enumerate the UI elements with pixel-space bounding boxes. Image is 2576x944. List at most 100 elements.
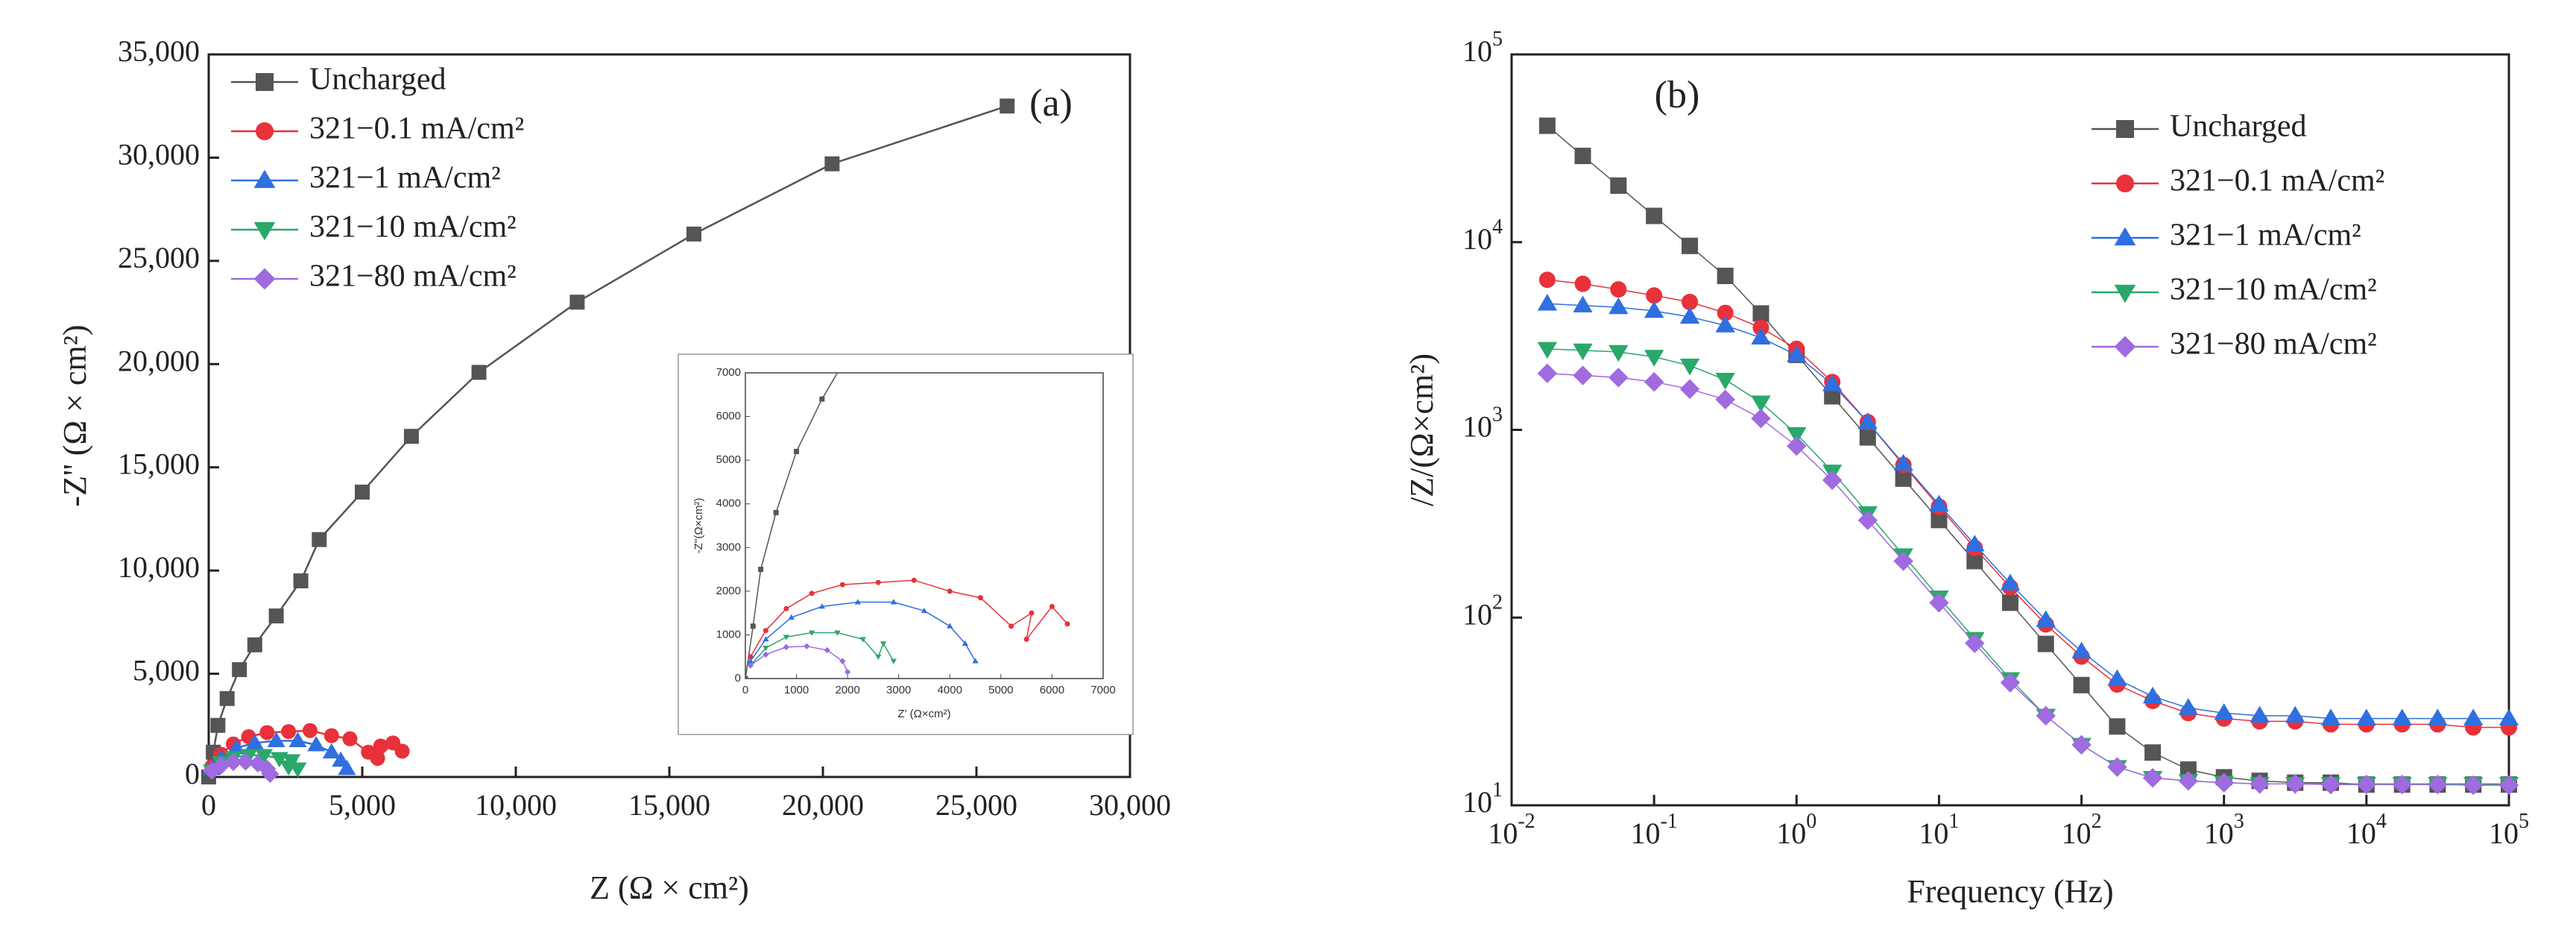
marker xyxy=(2356,708,2377,726)
series-line xyxy=(750,579,1068,658)
marker xyxy=(312,532,327,547)
marker xyxy=(2463,708,2484,726)
marker xyxy=(2037,635,2054,652)
y-tick-label-base: 10 xyxy=(1462,34,1492,68)
marker xyxy=(323,728,339,743)
legend-label: 321−1 mA/cm² xyxy=(309,161,501,195)
marker xyxy=(1574,148,1591,165)
x-tick-label-base: 10 xyxy=(2346,816,2376,850)
marker xyxy=(355,484,370,500)
marker xyxy=(1715,315,1735,333)
marker xyxy=(1537,363,1558,383)
x-tick-label: 10-1 xyxy=(1630,810,1677,850)
marker xyxy=(1679,306,1700,324)
y-tick-label: 104 xyxy=(1462,215,1503,256)
marker xyxy=(875,579,881,585)
marker xyxy=(338,759,356,775)
x-tick-label-exp: -1 xyxy=(1660,810,1677,833)
marker xyxy=(2178,770,2199,791)
y-tick-label-base: 10,000 xyxy=(118,550,200,584)
x-axis-label: Z (Ω × cm²) xyxy=(590,869,749,906)
legend-marker xyxy=(256,122,274,140)
marker xyxy=(1966,553,1983,570)
marker xyxy=(1644,372,1664,392)
legend-label: 321−80 mA/cm² xyxy=(309,259,517,294)
marker xyxy=(2498,775,2519,796)
marker xyxy=(302,723,318,738)
marker xyxy=(232,662,247,678)
inset-y-tick-label: 3000 xyxy=(716,541,741,553)
marker xyxy=(745,676,748,679)
series-line xyxy=(750,601,976,662)
legend-marker xyxy=(253,169,276,189)
marker xyxy=(2463,775,2484,796)
inset-x-tick-label: 5000 xyxy=(988,684,1013,696)
x-tick-label: 0 xyxy=(201,788,216,822)
marker xyxy=(854,599,862,605)
marker xyxy=(875,654,882,660)
marker xyxy=(307,736,326,752)
marker xyxy=(783,605,789,611)
legend-marker xyxy=(2116,120,2134,138)
marker xyxy=(293,573,309,588)
x-tick-label-base: 10 xyxy=(1919,816,1948,850)
y-tick-label-base: 15,000 xyxy=(118,447,200,481)
marker xyxy=(859,637,866,643)
marker xyxy=(569,295,585,310)
marker xyxy=(1538,117,1556,134)
marker xyxy=(2109,718,2126,735)
marker xyxy=(342,731,358,746)
legend-label: Uncharged xyxy=(2170,110,2306,144)
x-tick-label: 105 xyxy=(2489,810,2529,850)
marker xyxy=(2214,772,2234,793)
y-tick-label: 5,000 xyxy=(133,654,200,687)
y-tick-label-base: 20,000 xyxy=(118,344,200,377)
marker xyxy=(1787,427,1807,444)
y-tick-label-exp: 5 xyxy=(1492,28,1503,51)
series xyxy=(747,599,979,664)
marker xyxy=(2071,734,2092,755)
marker xyxy=(1682,237,1699,254)
x-tick-label-exp: 1 xyxy=(1948,810,1959,833)
x-tick-label-base: 10 xyxy=(1630,816,1660,850)
y-tick-label-base: 5,000 xyxy=(133,654,200,687)
marker xyxy=(1859,429,1876,446)
y-tick-label: 102 xyxy=(1462,591,1503,632)
marker xyxy=(1717,268,1734,285)
series-line xyxy=(207,105,1008,778)
marker xyxy=(1717,304,1734,321)
marker xyxy=(282,754,301,770)
x-tick-label-base: 10 xyxy=(2062,816,2092,850)
x-tick-label-base: 10,000 xyxy=(475,788,557,822)
y-tick-label-exp: 1 xyxy=(1492,778,1503,802)
inset-y-tick-label: 5000 xyxy=(716,453,741,466)
x-tick-label-base: 30,000 xyxy=(1089,788,1171,822)
marker xyxy=(947,588,953,594)
marker xyxy=(245,734,264,749)
legend-marker xyxy=(253,221,276,241)
marker xyxy=(373,738,388,754)
series xyxy=(745,73,1003,679)
x-tick-label: 5,000 xyxy=(329,788,396,822)
y-tick-label-base: 10 xyxy=(1462,222,1492,256)
marker xyxy=(763,636,769,642)
marker xyxy=(2036,610,2056,627)
marker xyxy=(972,658,979,664)
panel-label: (a) xyxy=(1029,82,1073,125)
x-tick-label-base: 15,000 xyxy=(628,788,710,822)
marker xyxy=(890,599,897,605)
marker xyxy=(758,567,764,573)
marker xyxy=(1609,368,1629,388)
marker xyxy=(370,751,385,767)
marker xyxy=(261,764,280,783)
y-tick-label: 15,000 xyxy=(118,447,200,481)
marker xyxy=(998,73,1003,78)
marker xyxy=(804,643,810,649)
series xyxy=(748,577,1070,660)
marker xyxy=(2144,744,2162,761)
x-tick-label-base: 20,000 xyxy=(782,788,864,822)
marker xyxy=(1064,621,1070,627)
panel: 0 5,000 10,000 15,000 20,000 25,000 30,000 0 5,0… xyxy=(57,34,1171,906)
marker xyxy=(210,717,226,733)
x-tick-label: 101 xyxy=(1919,810,1959,850)
